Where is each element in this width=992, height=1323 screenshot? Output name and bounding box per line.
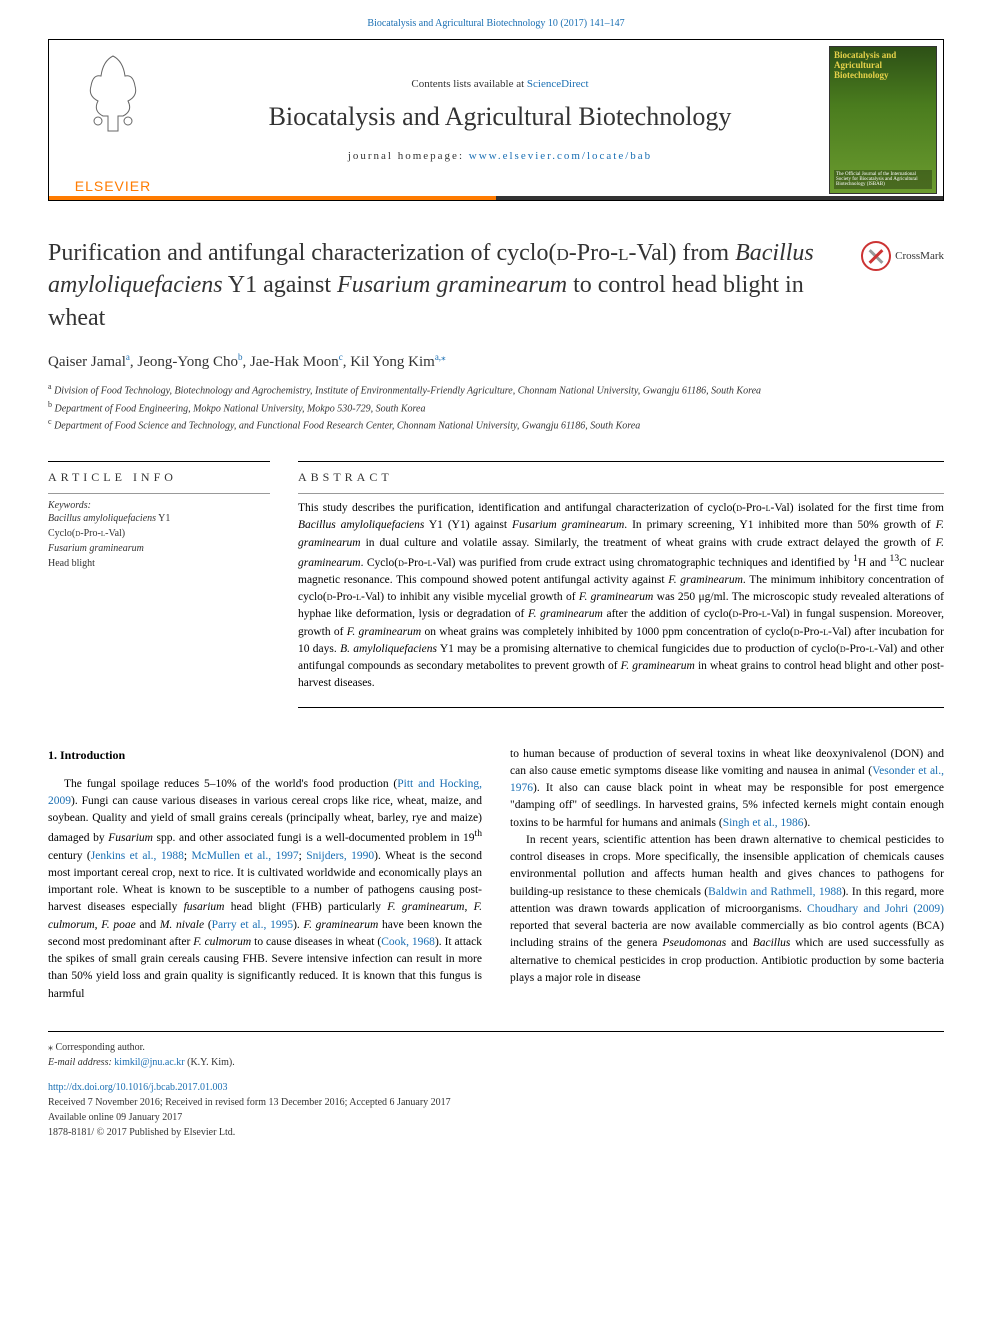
- elsevier-tree-icon: [73, 46, 153, 136]
- cover-title: Biocatalysis and Agricultural Biotechnol…: [834, 51, 932, 81]
- email-after: (K.Y. Kim).: [185, 1057, 235, 1068]
- affiliation-text: Department of Food Science and Technolog…: [54, 420, 640, 431]
- body-columns: 1. Introduction The fungal spoilage redu…: [48, 746, 944, 1003]
- homepage-line: journal homepage: www.elsevier.com/locat…: [348, 150, 652, 162]
- affiliations: a Division of Food Technology, Biotechno…: [48, 381, 944, 433]
- title-part: Y1 against: [223, 272, 337, 298]
- keywords-label: Keywords:: [48, 500, 270, 511]
- citation-link[interactable]: Parry et al., 1995: [212, 919, 293, 931]
- abstract-column: ABSTRACT This study describes the purifi…: [298, 461, 944, 708]
- doi-link[interactable]: http://dx.doi.org/10.1016/j.bcab.2017.01…: [48, 1082, 228, 1093]
- abstract-heading: ABSTRACT: [298, 461, 944, 485]
- article-info-heading: ARTICLE INFO: [48, 461, 270, 485]
- crossmark-label: CrossMark: [895, 250, 944, 262]
- title-part: Purification and antifungal characteriza…: [48, 240, 556, 266]
- author: Kil Yong Kim: [350, 354, 435, 370]
- contents-line: Contents lists available at ScienceDirec…: [411, 78, 588, 90]
- title-smallcap: l: [618, 240, 628, 266]
- paragraph: In recent years, scientific attention ha…: [510, 832, 944, 987]
- citation-link[interactable]: Jenkins et al., 1988: [91, 850, 184, 862]
- section-heading: 1. Introduction: [48, 746, 482, 764]
- keyword: Cyclo(d-Pro-l-Val): [48, 526, 270, 541]
- keywords-list: Bacillus amyloliquefaciens Y1 Cyclo(d-Pr…: [48, 511, 270, 571]
- divider: [298, 707, 944, 708]
- body-right-column: to human because of production of severa…: [510, 746, 944, 1003]
- citation-link[interactable]: McMullen et al., 1997: [191, 850, 298, 862]
- crossmark-badge[interactable]: CrossMark: [861, 241, 944, 271]
- citation-link[interactable]: Baldwin and Rathmell, 1988: [708, 886, 842, 898]
- author-list: Qaiser Jamala, Jeong-Yong Chob, Jae-Hak …: [48, 352, 944, 371]
- citation-link[interactable]: Choudhary and Johri (2009): [807, 903, 944, 915]
- title-part: -Val) from: [628, 240, 735, 266]
- author: Qaiser Jamal: [48, 354, 126, 370]
- copyright-line: 1878-8181/ © 2017 Published by Elsevier …: [48, 1125, 944, 1140]
- keyword: Bacillus amyloliquefaciens Y1: [48, 511, 270, 526]
- abstract-text: This study describes the purification, i…: [298, 493, 944, 693]
- header-cover-block: Biocatalysis and Agricultural Biotechnol…: [823, 40, 943, 200]
- email-label: E-mail address:: [48, 1057, 112, 1068]
- article-title: Purification and antifungal characteriza…: [48, 237, 841, 334]
- homepage-prefix: journal homepage:: [348, 150, 469, 162]
- journal-citation: Biocatalysis and Agricultural Biotechnol…: [0, 0, 992, 35]
- title-italic: Fusarium graminearum: [337, 272, 567, 298]
- cover-subtitle: The Official Journal of the Internationa…: [834, 170, 932, 189]
- online-line: Available online 09 January 2017: [48, 1110, 944, 1125]
- header-accent-bar: [49, 196, 943, 200]
- affil-marker[interactable]: c: [339, 352, 343, 362]
- corresponding-marker[interactable]: ⁎: [441, 352, 446, 362]
- author-email-link[interactable]: kimkil@jnu.ac.kr: [114, 1057, 184, 1068]
- citation-link[interactable]: Cook, 1968: [381, 936, 435, 948]
- crossmark-icon: [861, 241, 891, 271]
- body-left-column: 1. Introduction The fungal spoilage redu…: [48, 746, 482, 1003]
- paragraph: The fungal spoilage reduces 5–10% of the…: [48, 776, 482, 1003]
- email-line: E-mail address: kimkil@jnu.ac.kr (K.Y. K…: [48, 1055, 944, 1070]
- journal-name: Biocatalysis and Agricultural Biotechnol…: [269, 102, 732, 132]
- sciencedirect-link[interactable]: ScienceDirect: [527, 78, 589, 90]
- affiliation-text: Division of Food Technology, Biotechnolo…: [54, 386, 761, 397]
- author: Jae-Hak Moon: [250, 354, 339, 370]
- affiliation: c Department of Food Science and Technol…: [48, 416, 944, 433]
- article-info-column: ARTICLE INFO Keywords: Bacillus amyloliq…: [48, 461, 270, 708]
- publisher-block: ELSEVIER: [49, 40, 177, 200]
- corresponding-author: ⁎ Corresponding author.: [48, 1040, 944, 1055]
- affiliation: b Department of Food Engineering, Mokpo …: [48, 399, 944, 416]
- header-center: Contents lists available at ScienceDirec…: [177, 40, 823, 200]
- affiliation-text: Department of Food Engineering, Mokpo Na…: [55, 403, 426, 414]
- title-part: -Pro-: [569, 240, 618, 266]
- journal-header: ELSEVIER Contents lists available at Sci…: [48, 39, 944, 201]
- title-smallcap: d: [556, 240, 568, 266]
- keyword: Head blight: [48, 556, 270, 571]
- received-line: Received 7 November 2016; Received in re…: [48, 1095, 944, 1110]
- affiliation: a Division of Food Technology, Biotechno…: [48, 381, 944, 398]
- affil-marker[interactable]: b: [238, 352, 243, 362]
- paragraph: to human because of production of severa…: [510, 746, 944, 832]
- citation-link[interactable]: Singh et al., 1986: [723, 817, 804, 829]
- contents-prefix: Contents lists available at: [411, 78, 526, 90]
- citation-link[interactable]: Snijders, 1990: [306, 850, 374, 862]
- author: Jeong-Yong Cho: [137, 354, 238, 370]
- article-footer: ⁎ Corresponding author. E-mail address: …: [48, 1031, 944, 1140]
- elsevier-logo-text: ELSEVIER: [75, 178, 151, 194]
- journal-cover-image: Biocatalysis and Agricultural Biotechnol…: [829, 46, 937, 194]
- keyword: Fusarium graminearum: [48, 541, 270, 556]
- homepage-link[interactable]: www.elsevier.com/locate/bab: [469, 150, 652, 162]
- divider: [48, 493, 270, 494]
- affil-marker[interactable]: a: [126, 352, 130, 362]
